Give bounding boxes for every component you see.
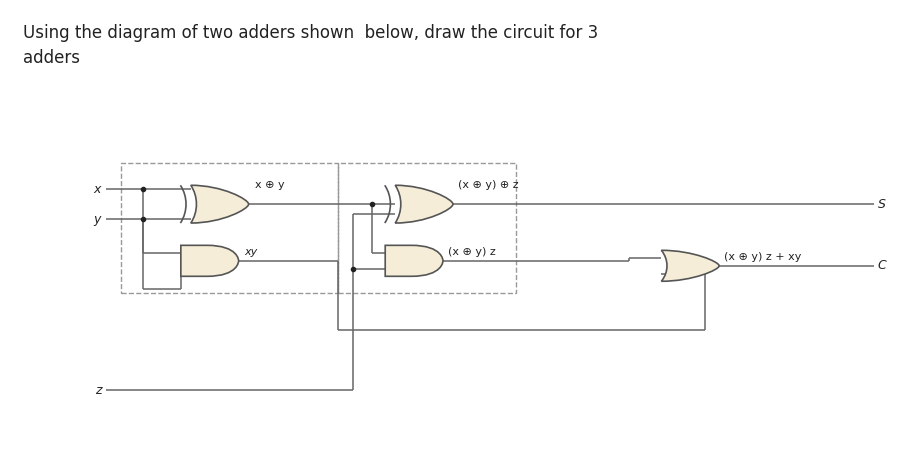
PathPatch shape: [385, 245, 443, 276]
PathPatch shape: [661, 250, 719, 281]
PathPatch shape: [181, 245, 238, 276]
Text: y: y: [93, 213, 101, 225]
Text: x: x: [93, 183, 101, 196]
PathPatch shape: [395, 185, 453, 223]
Text: Using the diagram of two adders shown  below, draw the circuit for 3
adders: Using the diagram of two adders shown be…: [24, 24, 599, 67]
Text: x ⊕ y: x ⊕ y: [255, 180, 284, 190]
Text: (x ⊕ y) z + xy: (x ⊕ y) z + xy: [724, 252, 802, 262]
Bar: [121, 163, 338, 293]
PathPatch shape: [191, 185, 248, 223]
Text: (x ⊕ y) ⊕ z: (x ⊕ y) ⊕ z: [458, 180, 518, 190]
Text: xy: xy: [245, 247, 258, 257]
Text: (x ⊕ y) z: (x ⊕ y) z: [448, 247, 496, 257]
Text: S: S: [878, 198, 885, 211]
Bar: [338, 163, 516, 293]
Text: C: C: [878, 259, 886, 272]
Text: z: z: [94, 384, 101, 396]
